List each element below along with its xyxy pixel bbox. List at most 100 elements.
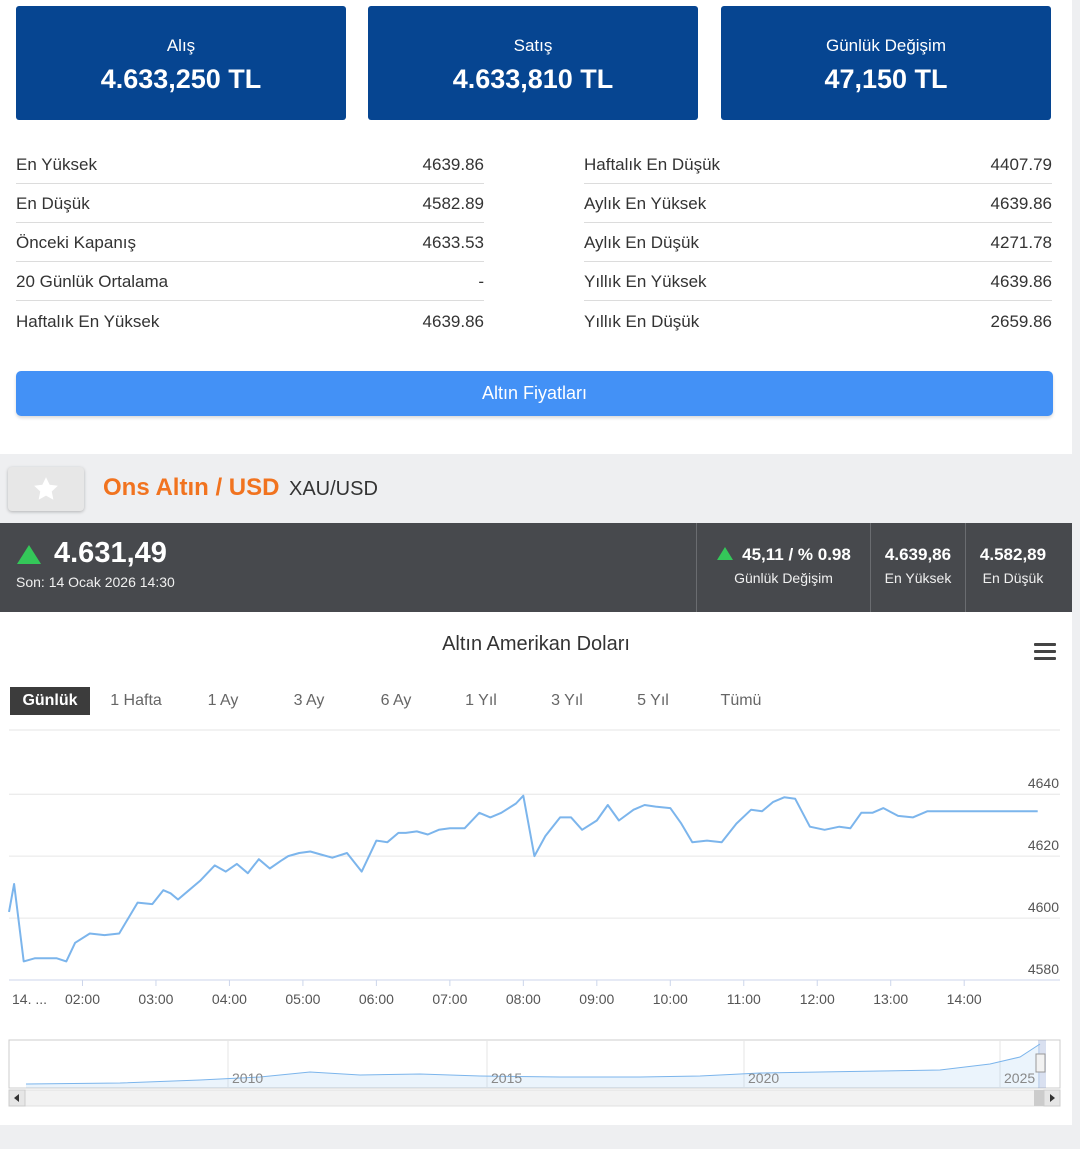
daily-change-label: Günlük Değişim (826, 36, 946, 55)
stat-row: 20 Günlük Ortalama - (16, 262, 484, 301)
favorite-button[interactable] (8, 467, 84, 511)
ticker-low-label: En Düşük (982, 570, 1044, 586)
stats-left-list: En Yüksek 4639.86 En Düşük 4582.89 Önceki … (16, 145, 484, 340)
x-tick-label: 09:00 (579, 991, 614, 1007)
scroll-left-arrow-icon (14, 1094, 19, 1102)
stat-label: Önceki Kapanış (16, 233, 137, 252)
range-button[interactable]: Tümü (720, 692, 762, 709)
stat-label: En Yüksek (16, 155, 97, 174)
stat-row: En Düşük 4582.89 (16, 184, 484, 223)
range-button[interactable]: 1 Yıl (465, 692, 497, 709)
navigator-label: 2025 (1004, 1070, 1035, 1086)
stat-value: 4582.89 (422, 194, 484, 213)
range-button[interactable]: 3 Yıl (551, 692, 583, 709)
price-series-line (8, 794, 1038, 963)
navigator-label: 2010 (232, 1070, 263, 1086)
range-button[interactable]: Günlük (10, 687, 90, 715)
sell-price-box: Satış 4.633,810 TL (368, 6, 698, 120)
instrument-title: Ons Altın / USD (103, 474, 280, 501)
ticker-daily-change-label: Günlük Değişim (734, 570, 833, 586)
stat-value: - (478, 272, 484, 291)
chart-title: Altın Amerikan Doları (442, 633, 630, 655)
scrollbar-track[interactable] (8, 1089, 1061, 1107)
sell-price-value: 4.633,810 TL (452, 64, 614, 94)
x-tick-label: 02:00 (65, 991, 100, 1007)
range-button[interactable]: 3 Ay (293, 692, 325, 709)
x-tick-label: 04:00 (212, 991, 247, 1007)
y-tick-label: 4580 (1028, 961, 1059, 977)
stat-label: Haftalık En Düşük (584, 155, 721, 174)
x-tick-label: 05:00 (285, 991, 320, 1007)
stat-row: Haftalık En Düşük 4407.79 (584, 145, 1052, 184)
buy-price-box: Alış 4.633,250 TL (16, 6, 346, 120)
triangle-up-icon (717, 547, 734, 560)
stat-row: Haftalık En Yüksek 4639.86 (16, 301, 484, 340)
stat-row: Yıllık En Yüksek 4639.86 (584, 262, 1052, 301)
gold-prices-button[interactable]: Altın Fiyatları (16, 371, 1053, 416)
stat-label: Yıllık En Yüksek (584, 272, 707, 291)
stat-row: Aylık En Yüksek 4639.86 (584, 184, 1052, 223)
stat-value: 2659.86 (990, 311, 1052, 331)
stat-label: En Düşük (16, 194, 90, 213)
last-update-time: Son: 14 Ocak 2026 14:30 (16, 574, 175, 590)
star-icon (34, 477, 58, 500)
x-tick-label: 13:00 (873, 991, 908, 1007)
x-tick-label: 12:00 (800, 991, 835, 1007)
daily-change-value: 47,150 TL (824, 64, 948, 94)
x-tick-label: 10:00 (653, 991, 688, 1007)
navigator-label: 2015 (491, 1070, 522, 1086)
stat-label: Aylık En Düşük (584, 233, 699, 252)
ticker-low: 4.582,89 En Düşük (965, 523, 1060, 612)
stat-value: 4633.53 (422, 233, 484, 252)
stat-value: 4639.86 (990, 194, 1052, 213)
stat-label: Yıllık En Düşük (584, 311, 700, 331)
stat-label: Haftalık En Yüksek (16, 311, 160, 331)
x-tick-label: 11:00 (727, 991, 761, 1007)
price-chart: 4580 4600 4620 4640 14. ... 02:00 03:00 04:00 05… (8, 729, 1061, 1107)
buy-price-value: 4.633,250 TL (100, 64, 262, 94)
ticker-daily-change-value: 45,11 / % 0.98 (697, 545, 870, 565)
y-tick-label: 4600 (1028, 899, 1059, 915)
x-tick-label: 03:00 (138, 991, 173, 1007)
stat-row: Önceki Kapanış 4633.53 (16, 223, 484, 262)
stat-label: 20 Günlük Ortalama (16, 272, 169, 291)
stat-row: Yıllık En Düşük 2659.86 (584, 301, 1052, 340)
daily-change-box: Günlük Değişim 47,150 TL (721, 6, 1051, 120)
y-tick-label: 4620 (1028, 837, 1059, 853)
chart-panel: 4580 4600 4620 4640 14. ... 02:00 03:00 04:00 05… (0, 612, 1072, 1125)
ticker-high-value: 4.639,86 (884, 545, 952, 564)
instrument-code: XAU/USD (289, 478, 378, 500)
ticker-high: 4.639,86 En Yüksek (870, 523, 965, 612)
navigator-series-line (25, 1043, 1041, 1085)
scrollbar-thumb[interactable] (1034, 1090, 1044, 1106)
stat-value: 4639.86 (422, 311, 484, 331)
stat-row: En Yüksek 4639.86 (16, 145, 484, 184)
stats-right-list: Haftalık En Düşük 4407.79 Aylık En Yüksek… (584, 145, 1052, 340)
current-price-value: 4.631,49 (54, 537, 167, 569)
x-tick-label: 14. ... (12, 991, 47, 1007)
x-tick-label: 14:00 (947, 991, 982, 1007)
x-tick-label: 07:00 (432, 991, 467, 1007)
sell-price-label: Satış (513, 36, 553, 55)
stat-value: 4271.78 (990, 233, 1052, 252)
hamburger-menu-icon[interactable] (1034, 643, 1056, 661)
navigator-series-area (26, 1044, 1040, 1088)
y-tick-label: 4640 (1028, 775, 1059, 791)
x-tick-label: 08:00 (506, 991, 541, 1007)
stat-value: 4407.79 (990, 155, 1052, 174)
navigator-handle[interactable] (1035, 1053, 1046, 1073)
x-tick-label: 06:00 (359, 991, 394, 1007)
range-button[interactable]: 5 Yıl (637, 692, 669, 709)
ticker-high-label: En Yüksek (884, 570, 952, 586)
stat-label: Aylık En Yüksek (584, 194, 707, 213)
navigator-label: 2020 (748, 1070, 779, 1086)
stat-row: Aylık En Düşük 4271.78 (584, 223, 1052, 262)
price-ticker: 4.631,49 Son: 14 Ocak 2026 14:30 45,11 /… (0, 523, 1072, 612)
range-button[interactable]: 1 Hafta (110, 692, 162, 709)
range-button[interactable]: 1 Ay (207, 692, 239, 709)
price-summary-card: Alış 4.633,250 TL Satış 4.633,810 TL Gün… (0, 0, 1072, 454)
triangle-up-icon (17, 544, 41, 564)
range-button[interactable]: 6 Ay (380, 692, 412, 709)
ticker-low-value: 4.582,89 (979, 545, 1047, 564)
instrument-header: Ons Altın / USD XAU/USD (0, 454, 1080, 523)
